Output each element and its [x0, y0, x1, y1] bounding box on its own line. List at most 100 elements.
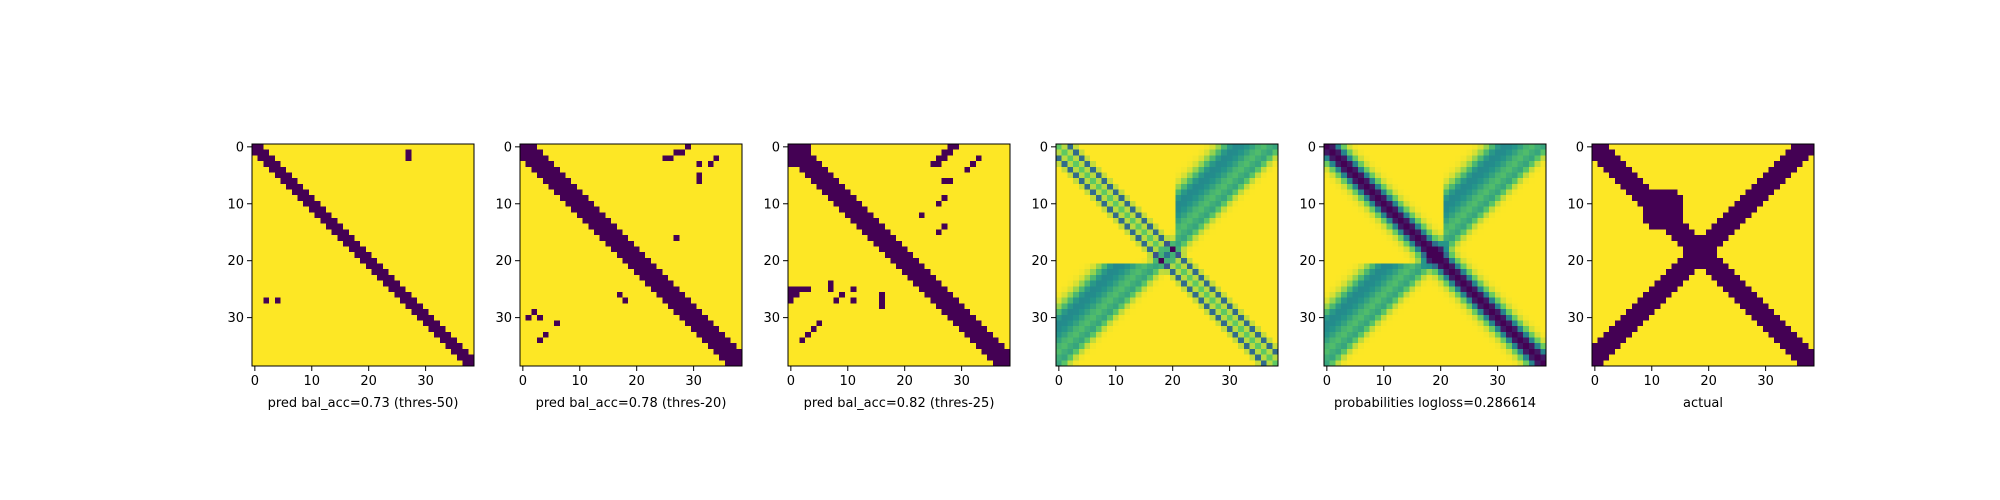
heatmap-cell	[668, 166, 674, 173]
heatmap-cell	[639, 292, 646, 298]
heatmap-cell	[668, 144, 674, 150]
heatmap-cell	[422, 252, 429, 259]
heatmap-cell	[958, 269, 965, 276]
heatmap-cell	[428, 309, 435, 316]
heatmap-cell	[439, 155, 446, 162]
heatmap-cell	[628, 274, 635, 281]
heatmap-cell	[850, 195, 857, 202]
heatmap-cell	[668, 212, 674, 219]
heatmap-cell	[645, 343, 652, 350]
heatmap-cell	[582, 360, 589, 367]
heatmap-cell	[622, 183, 629, 190]
heatmap-cell	[856, 200, 863, 207]
heatmap-cell	[348, 178, 355, 185]
heatmap-cell	[1181, 155, 1188, 162]
heatmap-cell	[456, 280, 463, 287]
heatmap-cell	[456, 172, 463, 179]
heatmap-cell	[337, 292, 344, 298]
heatmap-cell	[970, 309, 977, 316]
heatmap-cell	[930, 337, 937, 344]
heatmap-cell	[890, 235, 897, 242]
heatmap-cell	[405, 155, 412, 162]
heatmap-cell	[924, 223, 931, 230]
heatmap-cell	[833, 331, 840, 338]
heatmap-cell	[571, 183, 578, 190]
heatmap-cell	[907, 172, 914, 179]
heatmap-cell	[639, 252, 646, 259]
heatmap-cell	[451, 229, 458, 236]
heatmap-cell	[434, 331, 441, 338]
heatmap-cell	[537, 161, 544, 168]
heatmap-cell	[736, 257, 743, 264]
heatmap-cell	[1272, 161, 1279, 168]
heatmap-cell	[622, 257, 629, 264]
heatmap-cell	[280, 257, 287, 264]
heatmap-cell	[1249, 144, 1256, 150]
heatmap-cell	[257, 161, 264, 168]
heatmap-cell	[422, 235, 429, 242]
heatmap-cell	[930, 280, 937, 287]
heatmap-cell	[343, 183, 350, 190]
heatmap-cell	[930, 166, 937, 173]
heatmap-cell	[645, 178, 652, 185]
heatmap-cell	[286, 206, 293, 213]
heatmap-cell	[320, 235, 327, 242]
heatmap-cell	[428, 200, 435, 207]
heatmap-cell	[879, 303, 886, 310]
heatmap-cell	[525, 178, 532, 185]
heatmap-cell	[913, 200, 920, 207]
heatmap-cell	[970, 155, 977, 162]
heatmap-cell	[987, 195, 994, 202]
heatmap-cell	[650, 348, 657, 355]
heatmap-cell	[252, 292, 258, 298]
heatmap-cell	[291, 212, 298, 219]
heatmap-cell	[417, 223, 424, 230]
heatmap-cell	[548, 348, 555, 355]
heatmap-cell	[434, 343, 441, 350]
heatmap-cell	[531, 235, 538, 242]
heatmap-cell	[901, 161, 908, 168]
heatmap-cell	[1067, 166, 1074, 173]
heatmap-cell	[605, 218, 612, 224]
heatmap-cell	[981, 183, 988, 190]
heatmap-cell	[901, 343, 908, 350]
heatmap-cell	[896, 263, 903, 270]
heatmap-cell	[594, 240, 600, 247]
heatmap-cell	[662, 297, 669, 304]
heatmap-cell	[468, 161, 475, 168]
heatmap-cell	[662, 155, 669, 162]
heatmap-cell	[1107, 189, 1114, 196]
heatmap-cell	[884, 269, 891, 276]
heatmap-cell	[924, 292, 931, 298]
heatmap-cell	[679, 348, 686, 355]
heatmap-cell	[326, 189, 332, 196]
heatmap-cell	[308, 274, 315, 281]
heatmap-cell	[605, 246, 612, 253]
heatmap-cell	[297, 348, 304, 355]
heatmap-cell	[257, 257, 264, 264]
heatmap-cell	[1073, 172, 1080, 179]
heatmap-cell	[1147, 178, 1154, 185]
heatmap-cell	[343, 252, 350, 259]
heatmap-cell	[400, 235, 406, 242]
heatmap-cell	[685, 343, 692, 350]
heatmap-cell	[879, 189, 886, 196]
heatmap-cell	[907, 195, 914, 202]
heatmap-cell	[565, 223, 572, 230]
heatmap-cell	[439, 144, 446, 150]
heatmap-cell	[571, 309, 578, 316]
heatmap-cell	[291, 348, 298, 355]
heatmap-cell	[291, 269, 298, 276]
heatmap-cell	[998, 309, 1005, 316]
heatmap-cell	[622, 246, 629, 253]
heatmap-cell	[428, 212, 435, 219]
heatmap-cell	[639, 269, 646, 276]
heatmap-cell	[622, 337, 629, 344]
heatmap-cell	[331, 212, 338, 219]
heatmap-cell	[417, 280, 424, 287]
heatmap-cell	[639, 314, 646, 321]
heatmap-cell	[970, 195, 977, 202]
heatmap-cell	[850, 172, 857, 179]
heatmap-cell	[645, 326, 652, 333]
heatmap-cell	[388, 320, 395, 327]
